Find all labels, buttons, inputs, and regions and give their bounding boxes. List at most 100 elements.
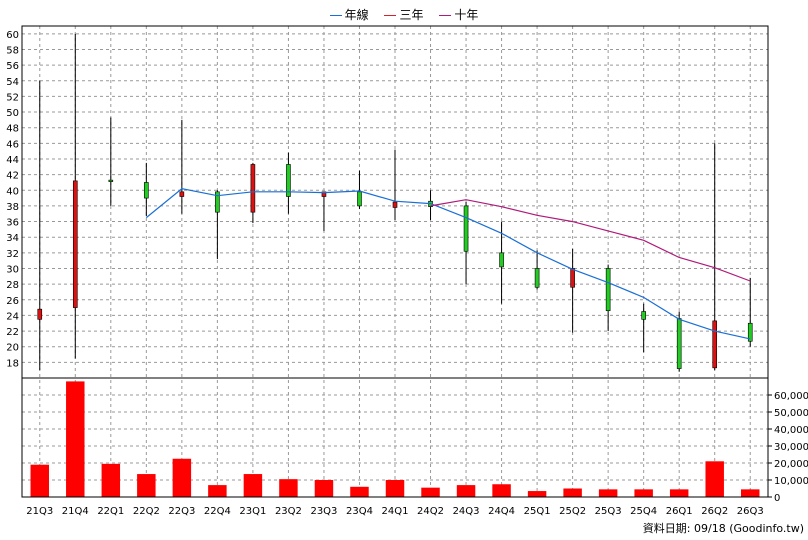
footer-note: 資料日期: 09/18 (Goodinfo.tw) [643, 520, 804, 536]
volume-bar [208, 485, 227, 497]
candlesticks [37, 33, 753, 372]
candlestick [712, 143, 718, 371]
candlestick [570, 248, 575, 333]
legend-swatch-annual [329, 15, 342, 16]
candle-body [250, 164, 256, 213]
candle-body [676, 318, 682, 369]
candle-body [108, 179, 114, 182]
data-date-label: 資料日期: 09/18 [642, 522, 726, 535]
category-tick-label: 23Q2 [275, 506, 302, 517]
category-tick-label: 24Q4 [488, 506, 515, 517]
candlestick [215, 190, 220, 260]
price-tick-label: 52 [6, 92, 19, 103]
price-tick-label: 54 [6, 77, 19, 88]
volume-bar [741, 489, 760, 497]
volume-bar [385, 480, 405, 497]
volume-bar [101, 463, 121, 497]
price-tick-label: 20 [6, 343, 19, 354]
volume-bar [243, 474, 263, 497]
volume-bar [137, 474, 156, 497]
volume-tick-label: 30,000 [774, 442, 808, 453]
legend-item-annual: 年線 [329, 6, 369, 23]
category-tick-label: 23Q1 [239, 506, 266, 517]
price-tick-label: 34 [6, 233, 19, 244]
category-tick-label: 26Q2 [701, 506, 728, 517]
candle-body [357, 191, 362, 207]
category-tick-label: 22Q2 [133, 506, 160, 517]
volume-bar [705, 461, 724, 497]
axes: 18 20 22 24 26 28 30 32 34 36 38 40 42 44 46 48 50 52 54 56… [6, 25, 808, 517]
volume-bar [30, 464, 49, 497]
candlestick [747, 277, 753, 347]
price-tick-label: 42 [6, 171, 19, 182]
candlestick [321, 191, 327, 231]
category-tick-label: 22Q4 [204, 506, 231, 517]
candlestick [250, 162, 256, 224]
price-tick-label: 36 [6, 218, 19, 229]
chart-legend: 年線 三年 十年 [0, 6, 808, 23]
candle-body [605, 268, 611, 312]
volume-bar [598, 489, 618, 497]
price-tick-label: 32 [6, 249, 19, 260]
price-tick-label: 30 [6, 264, 19, 275]
price-tick-label: 22 [6, 327, 19, 338]
ma-line-annual [145, 188, 751, 340]
candle-body [37, 308, 43, 320]
candle-body [286, 164, 291, 197]
candle-body [534, 268, 540, 288]
candle-body [215, 191, 220, 213]
price-tick-label: 40 [6, 186, 19, 197]
candle-body [144, 182, 149, 199]
legend-label-three-year: 三年 [399, 8, 424, 22]
volume-bar [279, 479, 298, 497]
price-tick-label: 18 [6, 358, 19, 369]
volume-tick-label: 40,000 [774, 425, 808, 436]
volume-bar [421, 487, 440, 497]
candle-body [570, 268, 575, 288]
moving-average-lines [145, 188, 751, 340]
candlestick [641, 303, 646, 353]
candle-body [321, 191, 327, 197]
volume-bar [66, 381, 85, 497]
category-tick-label: 25Q4 [630, 506, 657, 517]
candlestick [37, 80, 43, 371]
category-tick-label: 24Q3 [453, 506, 480, 517]
candlestick [463, 202, 469, 285]
grid-layer [22, 26, 768, 497]
candlestick [72, 33, 78, 359]
volume-bar [563, 488, 582, 497]
price-tick-label: 50 [6, 108, 19, 119]
candle-body [392, 201, 398, 208]
candlestick [605, 264, 611, 332]
candlestick [179, 119, 185, 214]
legend-label-ten-year: 十年 [454, 8, 479, 22]
price-tick-label: 46 [6, 139, 19, 150]
legend-swatch-ten-year [439, 15, 452, 16]
candle-body [712, 320, 718, 369]
category-tick-label: 26Q3 [737, 506, 764, 517]
ma-line-ten-year [430, 199, 751, 282]
candlestick [286, 152, 291, 214]
price-tick-label: 58 [6, 45, 19, 56]
volume-bar [456, 485, 476, 497]
price-tick-label: 48 [6, 124, 19, 135]
source-label: (Goodinfo.tw) [729, 522, 804, 535]
category-tick-label: 24Q2 [417, 506, 444, 517]
price-tick-label: 56 [6, 61, 19, 72]
candlestick [499, 221, 504, 304]
candlestick [392, 149, 398, 220]
candle-body [463, 205, 469, 252]
candlestick [357, 170, 362, 210]
category-tick-label: 23Q3 [310, 506, 337, 517]
category-tick-label: 22Q1 [97, 506, 124, 517]
category-tick-label: 22Q3 [168, 506, 195, 517]
volume-bar [634, 489, 653, 497]
price-tick-label: 28 [6, 280, 19, 291]
candle-body [179, 191, 185, 197]
category-tick-label: 23Q4 [346, 506, 373, 517]
volume-panel-frame [21, 377, 769, 498]
price-tick-label: 38 [6, 202, 19, 213]
volume-bar [527, 491, 547, 497]
price-tick-label: 26 [6, 296, 19, 307]
